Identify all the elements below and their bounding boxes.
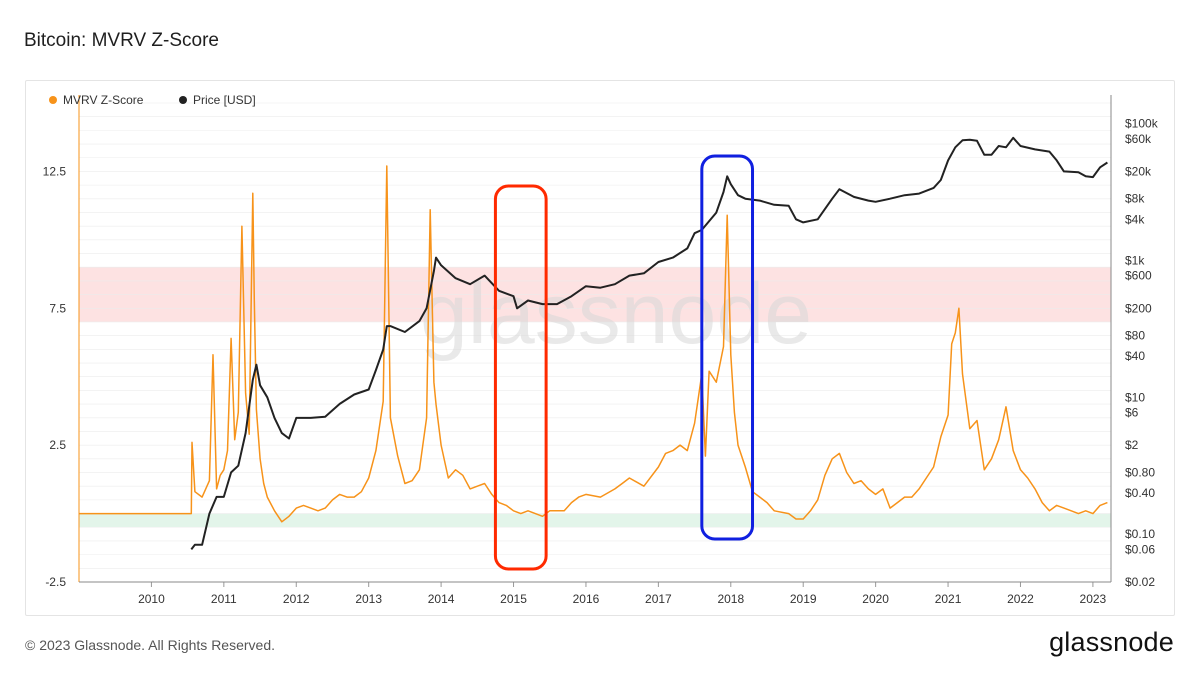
y-right-tick-label: $1k xyxy=(1125,253,1145,267)
series-layer xyxy=(79,136,1108,551)
x-tick-label: 2013 xyxy=(355,592,382,606)
y-right-tick-label: $0.40 xyxy=(1125,486,1155,500)
y-right-tick-label: $600 xyxy=(1125,269,1152,283)
x-tick-label: 2019 xyxy=(790,592,817,606)
y-right-tick-label: $0.06 xyxy=(1125,542,1155,556)
x-tick-label: 2022 xyxy=(1007,592,1034,606)
x-tick-label: 2015 xyxy=(500,592,527,606)
y-left-tick-label: 7.5 xyxy=(49,301,66,315)
y-right-tick-label: $6 xyxy=(1125,405,1139,419)
y-left-tick-label: 2.5 xyxy=(49,438,66,452)
watermark-text: glassnode xyxy=(420,266,812,362)
x-tick-label: 2017 xyxy=(645,592,672,606)
y-right-tick-label: $20k xyxy=(1125,164,1152,178)
chart-frame: glassnode 2010 2011 2012 2013 2014 2015 2016 20… xyxy=(25,80,1175,616)
page-title: Bitcoin: MVRV Z-Score xyxy=(24,30,219,51)
series-line-mvrv-z-score xyxy=(79,165,1108,523)
highlight-box-red xyxy=(493,184,548,571)
y-right-tick-label: $100k xyxy=(1125,117,1159,131)
legend-label-1: Price [USD] xyxy=(193,93,256,107)
y-right-tick-label: $8k xyxy=(1125,192,1145,206)
legend-marker-1 xyxy=(179,96,187,104)
zone-green xyxy=(79,513,1111,528)
series-line-price xyxy=(190,136,1108,551)
y-right-tick-label: $80 xyxy=(1125,329,1145,343)
mvrv-chart: glassnode 2010 2011 2012 2013 2014 2015 2016 20… xyxy=(43,93,1159,606)
x-tick-label: 2014 xyxy=(428,592,455,606)
y-right-tick-label: $0.80 xyxy=(1125,465,1155,479)
legend[interactable]: MVRV Z-Score Price [USD] xyxy=(49,93,256,107)
highlight-boxes-layer xyxy=(493,154,755,571)
highlight-box-blue xyxy=(700,154,755,541)
y-left-tick-label: 12.5 xyxy=(43,164,67,178)
x-tick-label: 2010 xyxy=(138,592,165,606)
x-tick-label: 2020 xyxy=(862,592,889,606)
y-right-tick-label: $40 xyxy=(1125,349,1145,363)
y-right-tick-label: $10 xyxy=(1125,390,1145,404)
legend-label-0: MVRV Z-Score xyxy=(63,93,144,107)
y-right-tick-label: $2 xyxy=(1125,438,1139,452)
x-tick-label: 2011 xyxy=(211,592,237,606)
y-right-tick-label: $0.10 xyxy=(1125,527,1155,541)
x-tick-label: 2021 xyxy=(935,592,962,606)
x-tick-label: 2023 xyxy=(1080,592,1107,606)
legend-marker-0 xyxy=(49,96,57,104)
y-right-tick-label: $60k xyxy=(1125,132,1152,146)
y-left-tick-label: -2.5 xyxy=(45,575,66,589)
y-right-tick-label: $4k xyxy=(1125,212,1145,226)
glassnode-logo[interactable]: glassnode xyxy=(1049,627,1174,657)
axes-layer: 2010 2011 2012 2013 2014 2015 2016 2017 2018 2019… xyxy=(43,95,1159,606)
y-right-tick-label: $0.02 xyxy=(1125,575,1155,589)
x-tick-label: 2016 xyxy=(573,592,600,606)
x-tick-label: 2012 xyxy=(283,592,310,606)
y-right-tick-label: $200 xyxy=(1125,301,1152,315)
copyright-notice: © 2023 Glassnode. All Rights Reserved. xyxy=(25,637,276,653)
x-tick-label: 2018 xyxy=(717,592,744,606)
